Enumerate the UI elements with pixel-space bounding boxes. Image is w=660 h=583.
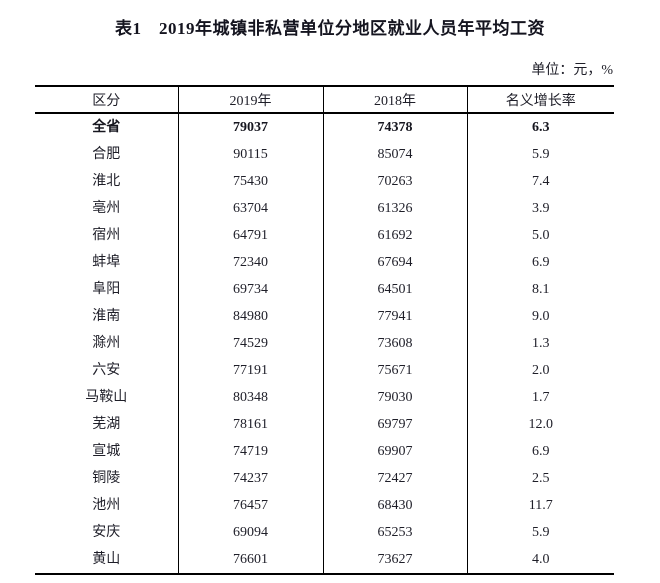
growth-rate-cell: 6.9 <box>466 249 614 276</box>
value-2019-cell: 77191 <box>177 357 323 384</box>
growth-rate-cell: 12.0 <box>466 411 614 438</box>
value-2018-cell: 61326 <box>322 195 467 222</box>
growth-rate-cell: 6.9 <box>466 438 614 465</box>
table-row: 池州 76457 68430 11.7 <box>35 492 614 519</box>
growth-rate-cell: 11.7 <box>466 492 614 519</box>
value-2019-cell: 74237 <box>177 465 323 492</box>
table-row: 蚌埠 72340 67694 6.9 <box>35 249 614 276</box>
wage-table: 区分 2019年 2018年 名义增长率 全省 79037 74378 6.3 … <box>35 85 614 575</box>
region-cell: 淮南 <box>92 309 121 324</box>
col-header-growth: 名义增长率 <box>466 86 614 114</box>
region-cell: 蚌埠 <box>92 255 121 270</box>
region-cell: 阜阳 <box>92 282 121 297</box>
growth-rate-cell: 8.1 <box>466 276 614 303</box>
table-row: 安庆 69094 65253 5.9 <box>35 519 614 546</box>
value-2019-cell: 74719 <box>177 438 323 465</box>
growth-rate-cell: 3.9 <box>466 195 614 222</box>
value-2019-cell: 78161 <box>177 411 323 438</box>
value-2018-cell: 70263 <box>322 168 467 195</box>
value-2019-cell: 63704 <box>177 195 323 222</box>
growth-rate-cell: 1.3 <box>466 330 614 357</box>
growth-rate-cell: 5.0 <box>466 222 614 249</box>
value-2019-cell: 84980 <box>177 303 323 330</box>
value-2019-cell: 90115 <box>177 141 323 168</box>
region-cell: 铜陵 <box>92 471 121 486</box>
value-2019-cell: 80348 <box>177 384 323 411</box>
value-2019-cell: 69734 <box>177 276 323 303</box>
col-header-2018: 2018年 <box>322 86 467 114</box>
table-row: 马鞍山 80348 79030 1.7 <box>35 384 614 411</box>
region-cell: 亳州 <box>92 201 121 216</box>
value-2019-cell: 75430 <box>177 168 323 195</box>
region-cell: 合肥 <box>92 147 121 162</box>
growth-rate-cell: 6.3 <box>466 113 614 141</box>
region-cell: 宿州 <box>92 228 121 243</box>
value-2018-cell: 69907 <box>322 438 467 465</box>
region-cell: 六安 <box>92 363 121 378</box>
value-2018-cell: 74378 <box>322 113 467 141</box>
region-cell: 滁州 <box>92 336 121 351</box>
value-2018-cell: 77941 <box>322 303 467 330</box>
value-2019-cell: 69094 <box>177 519 323 546</box>
table-row: 黄山 76601 73627 4.0 <box>35 546 614 574</box>
value-2019-cell: 79037 <box>177 113 323 141</box>
header-row: 区分 2019年 2018年 名义增长率 <box>35 86 614 114</box>
value-2018-cell: 64501 <box>322 276 467 303</box>
value-2018-cell: 68430 <box>322 492 467 519</box>
value-2018-cell: 85074 <box>322 141 467 168</box>
region-cell: 安庆 <box>92 525 121 540</box>
value-2018-cell: 79030 <box>322 384 467 411</box>
region-cell: 马鞍山 <box>85 390 128 405</box>
region-cell: 芜湖 <box>92 417 121 432</box>
table-header: 区分 2019年 2018年 名义增长率 <box>35 86 614 114</box>
region-cell: 全省 <box>92 120 121 135</box>
region-cell: 池州 <box>92 498 121 513</box>
value-2019-cell: 72340 <box>177 249 323 276</box>
table-row: 滁州 74529 73608 1.3 <box>35 330 614 357</box>
table-row: 淮北 75430 70263 7.4 <box>35 168 614 195</box>
growth-rate-cell: 2.0 <box>466 357 614 384</box>
table-title: 表1 2019年城镇非私营单位分地区就业人员年平均工资 <box>115 19 545 38</box>
value-2018-cell: 69797 <box>322 411 467 438</box>
value-2019-cell: 76457 <box>177 492 323 519</box>
value-2018-cell: 73627 <box>322 546 467 574</box>
region-cell: 淮北 <box>92 174 121 189</box>
growth-rate-cell: 5.9 <box>466 141 614 168</box>
col-header-region: 区分 <box>35 86 178 114</box>
value-2018-cell: 72427 <box>322 465 467 492</box>
growth-rate-cell: 5.9 <box>466 519 614 546</box>
growth-rate-cell: 2.5 <box>466 465 614 492</box>
table-row: 宿州 64791 61692 5.0 <box>35 222 614 249</box>
col-header-2019: 2019年 <box>177 86 323 114</box>
table-row: 合肥 90115 85074 5.9 <box>35 141 614 168</box>
growth-rate-cell: 7.4 <box>466 168 614 195</box>
value-2019-cell: 64791 <box>177 222 323 249</box>
growth-rate-cell: 9.0 <box>466 303 614 330</box>
table-row: 铜陵 74237 72427 2.5 <box>35 465 614 492</box>
value-2018-cell: 73608 <box>322 330 467 357</box>
growth-rate-cell: 4.0 <box>466 546 614 574</box>
table-row: 亳州 63704 61326 3.9 <box>35 195 614 222</box>
value-2018-cell: 75671 <box>322 357 467 384</box>
region-cell: 黄山 <box>92 552 121 567</box>
table-body: 全省 79037 74378 6.3 合肥 90115 85074 5.9 淮北… <box>35 113 614 574</box>
growth-rate-cell: 1.7 <box>466 384 614 411</box>
region-cell: 宣城 <box>92 444 121 459</box>
value-2018-cell: 67694 <box>322 249 467 276</box>
table-row: 阜阳 69734 64501 8.1 <box>35 276 614 303</box>
unit-label: 单位：元，% <box>531 63 613 78</box>
table-row: 宣城 74719 69907 6.9 <box>35 438 614 465</box>
value-2019-cell: 76601 <box>177 546 323 574</box>
table-row: 全省 79037 74378 6.3 <box>35 113 614 141</box>
value-2018-cell: 61692 <box>322 222 467 249</box>
table-row: 六安 77191 75671 2.0 <box>35 357 614 384</box>
value-2018-cell: 65253 <box>322 519 467 546</box>
table-row: 芜湖 78161 69797 12.0 <box>35 411 614 438</box>
table-row: 淮南 84980 77941 9.0 <box>35 303 614 330</box>
value-2019-cell: 74529 <box>177 330 323 357</box>
